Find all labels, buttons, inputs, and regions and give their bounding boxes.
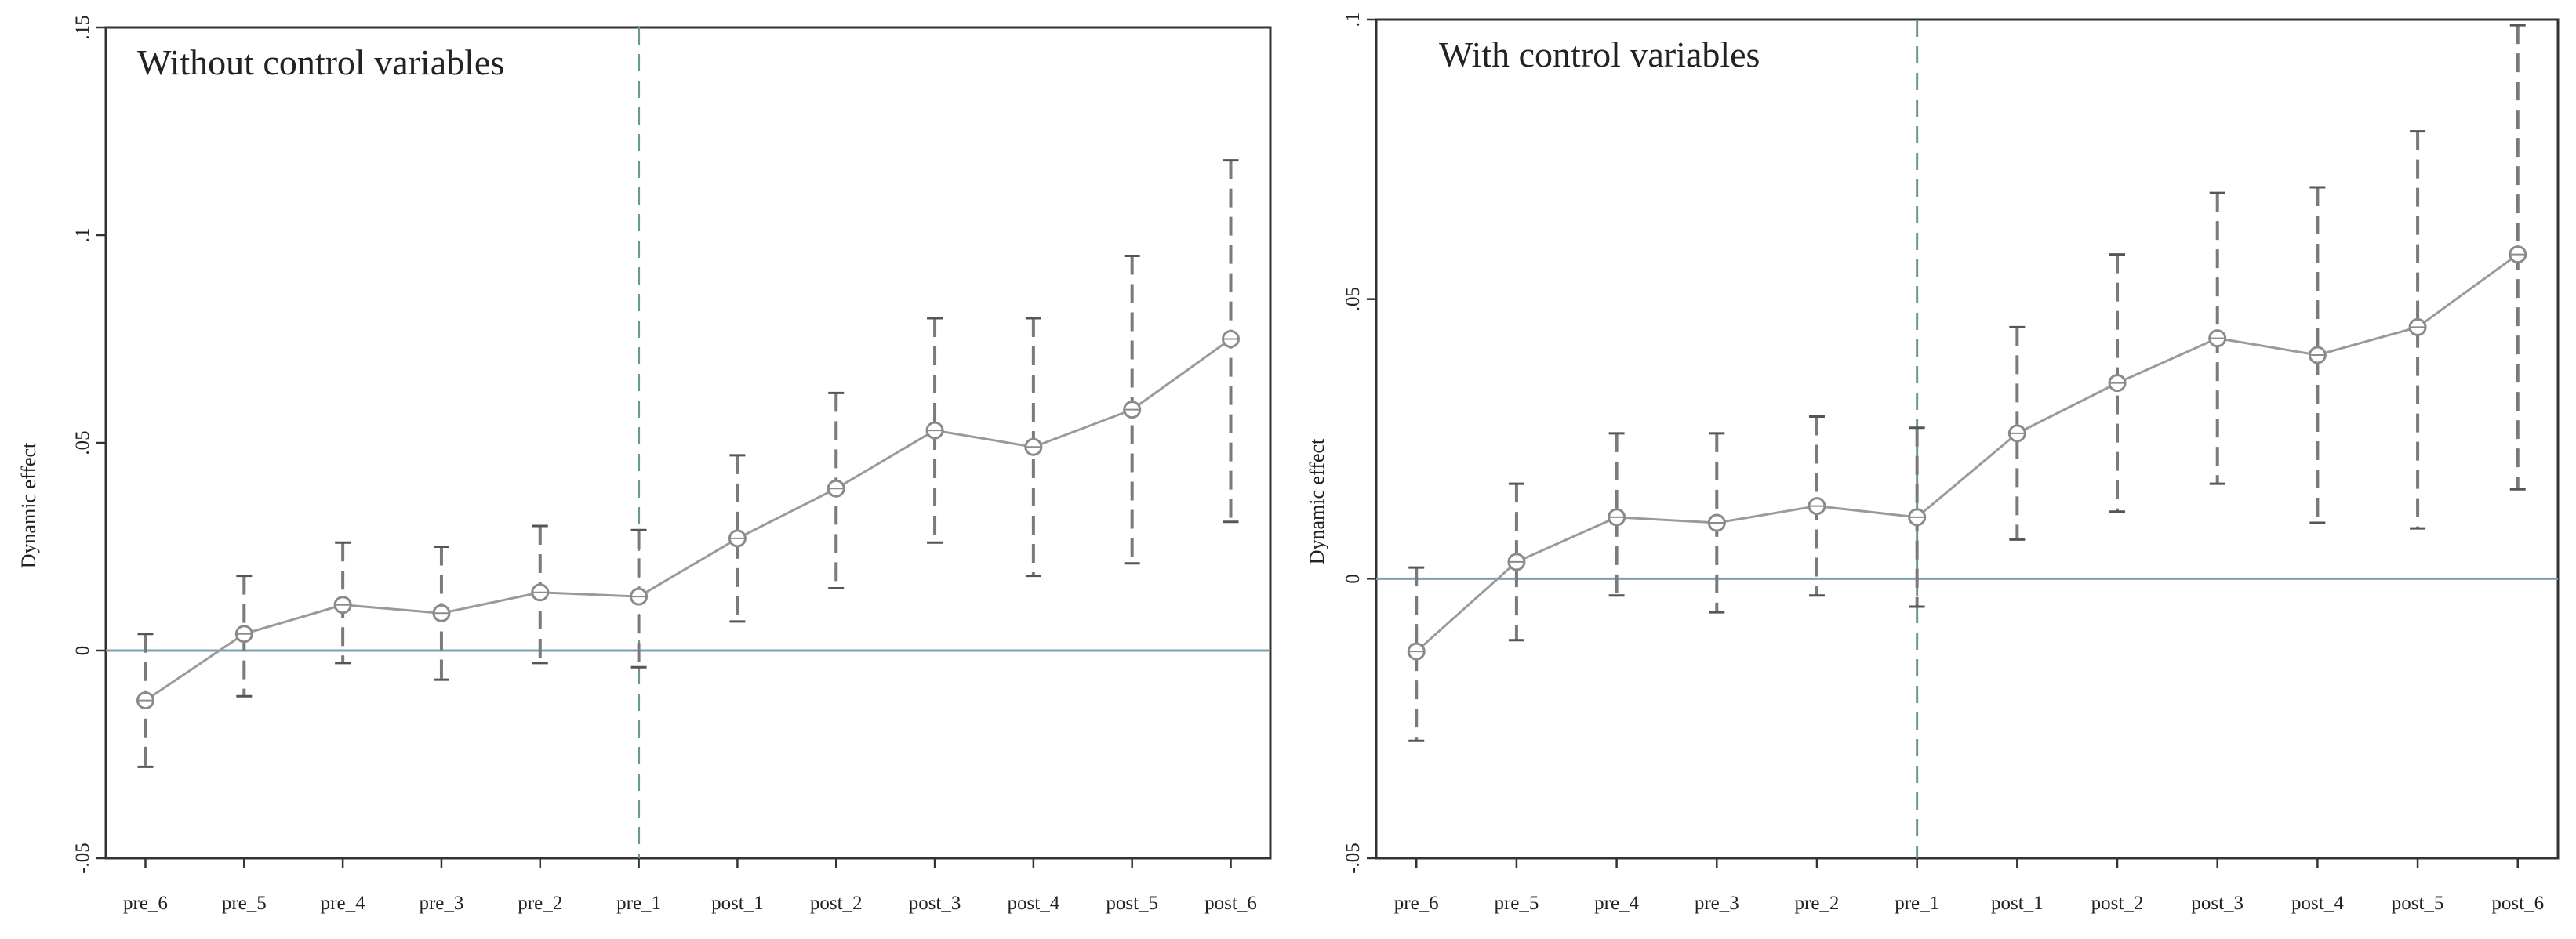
y-tick-label: .1 [72, 228, 93, 243]
y-axis-label: Dynamic effect [17, 442, 40, 568]
x-tick-label: post_2 [2091, 893, 2144, 914]
panel-title: Without control variables [137, 42, 504, 82]
x-tick-label: post_1 [711, 893, 764, 914]
x-tick-label: post_5 [1106, 893, 1158, 914]
x-tick-label: pre_3 [419, 893, 463, 914]
x-tick-label: pre_6 [123, 893, 168, 914]
y-tick-label: .05 [72, 430, 93, 455]
y-tick-label: -.05 [1342, 843, 1364, 874]
x-tick-label: post_5 [2392, 893, 2444, 914]
plot-frame [104, 26, 1272, 860]
x-tick-label: pre_3 [1695, 893, 1739, 914]
x-tick-label: post_6 [1204, 893, 1257, 914]
x-tick-label: pre_6 [1394, 893, 1439, 914]
x-tick-label: post_3 [909, 893, 961, 914]
y-tick-label: 0 [72, 646, 93, 656]
x-tick-label: post_1 [1991, 893, 2044, 914]
x-tick-label: post_4 [1008, 893, 1060, 914]
x-tick-label: post_3 [2191, 893, 2244, 914]
y-tick-label: .15 [72, 15, 93, 39]
y-tick-label: .1 [1342, 13, 1364, 27]
x-tick-label: post_6 [2491, 893, 2544, 914]
x-tick-label: post_2 [810, 893, 863, 914]
x-tick-label: pre_1 [1895, 893, 1939, 914]
panel-title: With control variables [1439, 34, 1760, 74]
x-tick-label: pre_5 [1494, 893, 1539, 914]
y-axis-label: Dynamic effect [1306, 438, 1328, 564]
x-tick-label: pre_1 [616, 893, 661, 914]
x-tick-label: pre_4 [1594, 893, 1639, 914]
x-tick-label: pre_2 [518, 893, 562, 914]
y-tick-label: -.05 [72, 843, 93, 874]
x-tick-label: post_4 [2291, 893, 2344, 914]
x-tick-label: pre_5 [222, 893, 267, 914]
plot-frame [1375, 18, 2560, 860]
y-tick-label: .05 [1342, 287, 1364, 311]
panel-without-controls: -.05 0 .05 .1 .15 Dynamic effect pre_6 pre_5 pre… [17, 15, 1272, 914]
series-line [1415, 253, 2519, 653]
series-line [144, 338, 1232, 702]
panel-with-controls: -.05 0 .05 .1 Dynamic effect pre_6 pre_5 pre_4 p… [1306, 13, 2560, 914]
x-tick-label: pre_4 [321, 893, 365, 914]
x-tick-label: pre_2 [1795, 893, 1840, 914]
y-tick-label: 0 [1342, 574, 1364, 584]
